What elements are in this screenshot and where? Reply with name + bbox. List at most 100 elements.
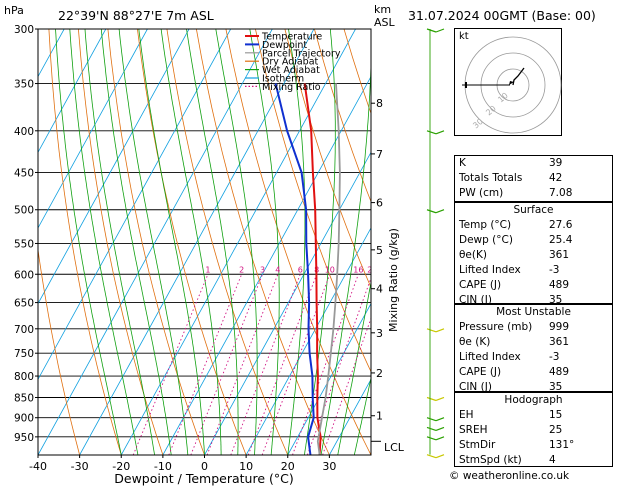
pressure-tick-label: 450 — [14, 167, 34, 179]
surface-row-cape: CAPE (J) 489 — [459, 279, 570, 291]
surface-row-dewp: Dewp (°C) 25.4 — [459, 234, 573, 246]
isotherm-line — [204, 151, 371, 455]
wet-adiabat-line — [138, 29, 205, 455]
hodograph: kt 10 20 30 — [454, 28, 562, 136]
km-tick-label: 7 — [376, 148, 383, 161]
mixing-ratio-label: 3 — [260, 265, 265, 274]
pressure-tick-label: 600 — [14, 269, 34, 281]
surface-row-li: Lifted Index -3 — [459, 264, 560, 276]
hodo-row-sreh: SREH 25 — [459, 424, 563, 436]
mixing-ratio-label: 6 — [298, 265, 303, 274]
hpa-unit-label: hPa — [4, 4, 24, 17]
pressure-tick-label: 500 — [14, 205, 34, 217]
mixing-ratio-line — [261, 274, 331, 455]
wind-barb — [426, 426, 437, 431]
index-row-pw: PW (cm) 7.08 — [459, 187, 573, 199]
dry-adiabat-line — [107, 29, 205, 455]
mu-row-thetae: θe (K) 361 — [459, 336, 570, 348]
legend-entry-label: Temperature — [261, 32, 322, 43]
wind-barb-flag — [435, 454, 445, 459]
surface-row-thetae: θe(K) 361 — [459, 249, 570, 261]
wet-adiabat-line — [84, 29, 155, 455]
x-axis-label: Dewpoint / Temperature (°C) — [114, 471, 293, 486]
background-lines: 1 2 3 4 6 8 10 16 20 25 — [38, 29, 377, 455]
wind-barb — [426, 209, 437, 214]
surface-row-cin: CIN (J) 35 — [459, 294, 563, 306]
km-tick-label: 1 — [376, 410, 383, 423]
index-row-k: K 39 — [459, 157, 563, 169]
isotherm-line — [162, 75, 371, 455]
wind-barb — [426, 396, 437, 402]
wind-barb-flag — [435, 28, 445, 33]
wet-adiabat-line — [304, 29, 336, 455]
isotherm-line — [38, 29, 107, 154]
plot-frame — [37, 28, 372, 456]
wind-barb — [426, 436, 437, 441]
hodo-row-stmspd: StmSpd (kt) 4 — [459, 454, 556, 466]
wind-barb — [426, 328, 437, 333]
wind-barb — [426, 417, 437, 422]
wind-barb-flag — [435, 209, 445, 214]
dry-adiabat-line — [48, 29, 122, 455]
wet-adiabat-line — [337, 280, 371, 455]
wet-adiabat-line — [118, 29, 189, 455]
copyright-label: © weatheronline.co.uk — [449, 470, 570, 482]
mixing-ratio-line — [168, 274, 243, 455]
parcel-trajectory-line — [316, 83, 341, 455]
pressure-tick-label: 750 — [14, 348, 34, 360]
km-unit-label: km — [374, 3, 391, 16]
mixing-ratio-axis-label: Mixing Ratio (g/kg) — [387, 228, 400, 332]
temperature-tick-label: -30 — [71, 460, 89, 473]
legend-entry-label: Isotherm — [262, 74, 304, 85]
temperature-tick-label: -40 — [29, 460, 47, 473]
wind-barb-flag — [435, 396, 445, 402]
mixing-ratio-line — [132, 274, 209, 455]
pressure-tick-label: 400 — [14, 126, 34, 138]
pressure-tick-label: 850 — [14, 392, 34, 404]
km-tick-label: 4 — [376, 283, 383, 296]
legend-entry-label: Wet Adiabat — [262, 65, 320, 76]
wind-barb — [426, 130, 437, 135]
km-tick-label: 6 — [376, 197, 383, 210]
surface-row-temp: Temp (°C) 27.6 — [459, 219, 573, 231]
wind-barb-flag — [435, 436, 445, 441]
temperature-tick-label: 20 — [281, 460, 295, 473]
wind-barb-flag — [435, 417, 445, 422]
pressure-tick-label: 550 — [14, 238, 34, 250]
isotherm-line — [38, 29, 148, 229]
datetime-label: 31.07.2024 00GMT (Base: 00) — [408, 8, 596, 23]
hodo-row-stmdir: StmDir 131° — [459, 439, 575, 451]
mu-row-li: Lifted Index -3 — [459, 351, 560, 363]
isotherm-line — [38, 29, 273, 455]
pressure-tick-label: 800 — [14, 371, 34, 383]
legend-entry-label: Dewpoint — [262, 40, 307, 51]
most-unstable-title: Most Unstable — [496, 306, 571, 318]
legend-entry-label: Mixing Ratio — [262, 82, 321, 93]
wind-barb-flag — [435, 426, 445, 431]
hodo-row-eh: EH 15 — [459, 409, 563, 421]
mixing-ratio-label: 1 — [205, 265, 210, 274]
temperature-line — [303, 83, 322, 455]
pressure-tick-label: 350 — [14, 79, 34, 91]
mixing-ratio-line — [292, 274, 359, 455]
wet-adiabat-line — [215, 29, 258, 455]
hodograph-table: Hodograph EH 15 SREH 25 StmDir 131° StmSpd … — [454, 392, 613, 467]
mixing-ratio-label: 20 — [367, 265, 377, 274]
wind-barb-flag — [435, 130, 445, 135]
mu-row-pressure: Pressure (mb) 999 — [459, 321, 570, 333]
indices-table: K 39 Totals Totals 42 PW (cm) 7.08 — [454, 155, 613, 202]
pressure-tick-label: 700 — [14, 324, 34, 336]
surface-table: Surface Temp (°C) 27.6 Dewp (°C) 25.4 θe(K… — [454, 202, 613, 306]
wind-barb — [426, 454, 437, 459]
km-tick-label: 3 — [376, 327, 383, 340]
mixing-ratio-line — [322, 317, 371, 455]
mixing-ratio-label: 10 — [325, 265, 335, 274]
most-unstable-table: Most Unstable Pressure (mb) 999 θe (K) 361… — [454, 304, 613, 393]
dry-adiabat-line — [137, 29, 247, 455]
mixing-ratio-line — [206, 274, 279, 455]
hodograph-unit-label: kt — [459, 31, 469, 42]
isotherm-line — [329, 378, 371, 455]
pressure-tick-label: 950 — [14, 432, 34, 444]
surface-title: Surface — [513, 204, 554, 216]
